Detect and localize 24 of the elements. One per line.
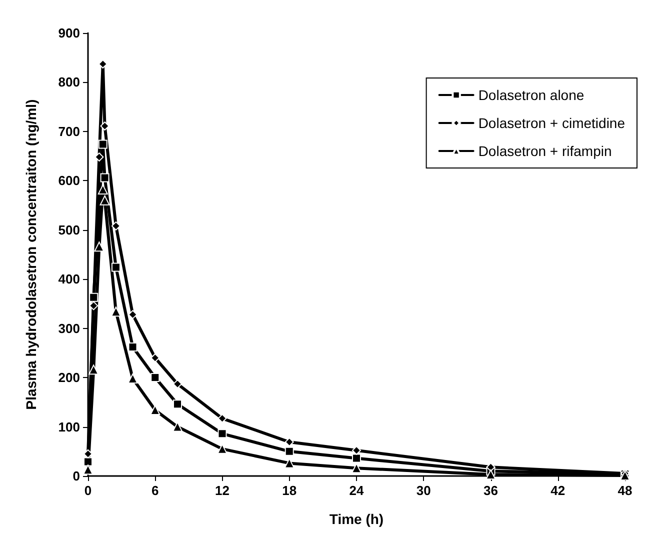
x-tick-label: 0 <box>84 483 92 498</box>
y-tick-label: 700 <box>58 124 80 139</box>
x-tick-label: 24 <box>349 483 364 498</box>
legend-label: Dolasetron + cimetidine <box>478 115 626 131</box>
x-axis-title: Time (h) <box>329 511 384 527</box>
y-tick-label: 600 <box>58 173 80 188</box>
x-tick-label: 12 <box>215 483 230 498</box>
x-tick-label: 6 <box>152 483 159 498</box>
legend-label: Dolasetron alone <box>478 87 584 103</box>
y-tick-label: 800 <box>58 74 80 90</box>
x-tick-label: 36 <box>484 483 498 498</box>
y-tick-label: 900 <box>58 26 80 40</box>
x-tick-label: 30 <box>416 483 431 498</box>
y-tick-label: 400 <box>58 272 80 287</box>
x-tick-label: 18 <box>282 483 297 498</box>
x-tick-label: 42 <box>550 483 566 498</box>
y-tick-label: 500 <box>58 222 80 238</box>
y-tick-label: 100 <box>58 419 80 434</box>
y-tick-label: 300 <box>58 320 80 336</box>
legend-label: Dolasetron + rifampin <box>478 143 612 159</box>
y-tick-label: 0 <box>72 468 80 484</box>
x-tick-label: 48 <box>618 483 632 498</box>
y-axis-title: Plasma hydrodolasetron concentraiton (ng/ml) <box>23 99 39 410</box>
y-tick-label: 200 <box>58 370 80 386</box>
